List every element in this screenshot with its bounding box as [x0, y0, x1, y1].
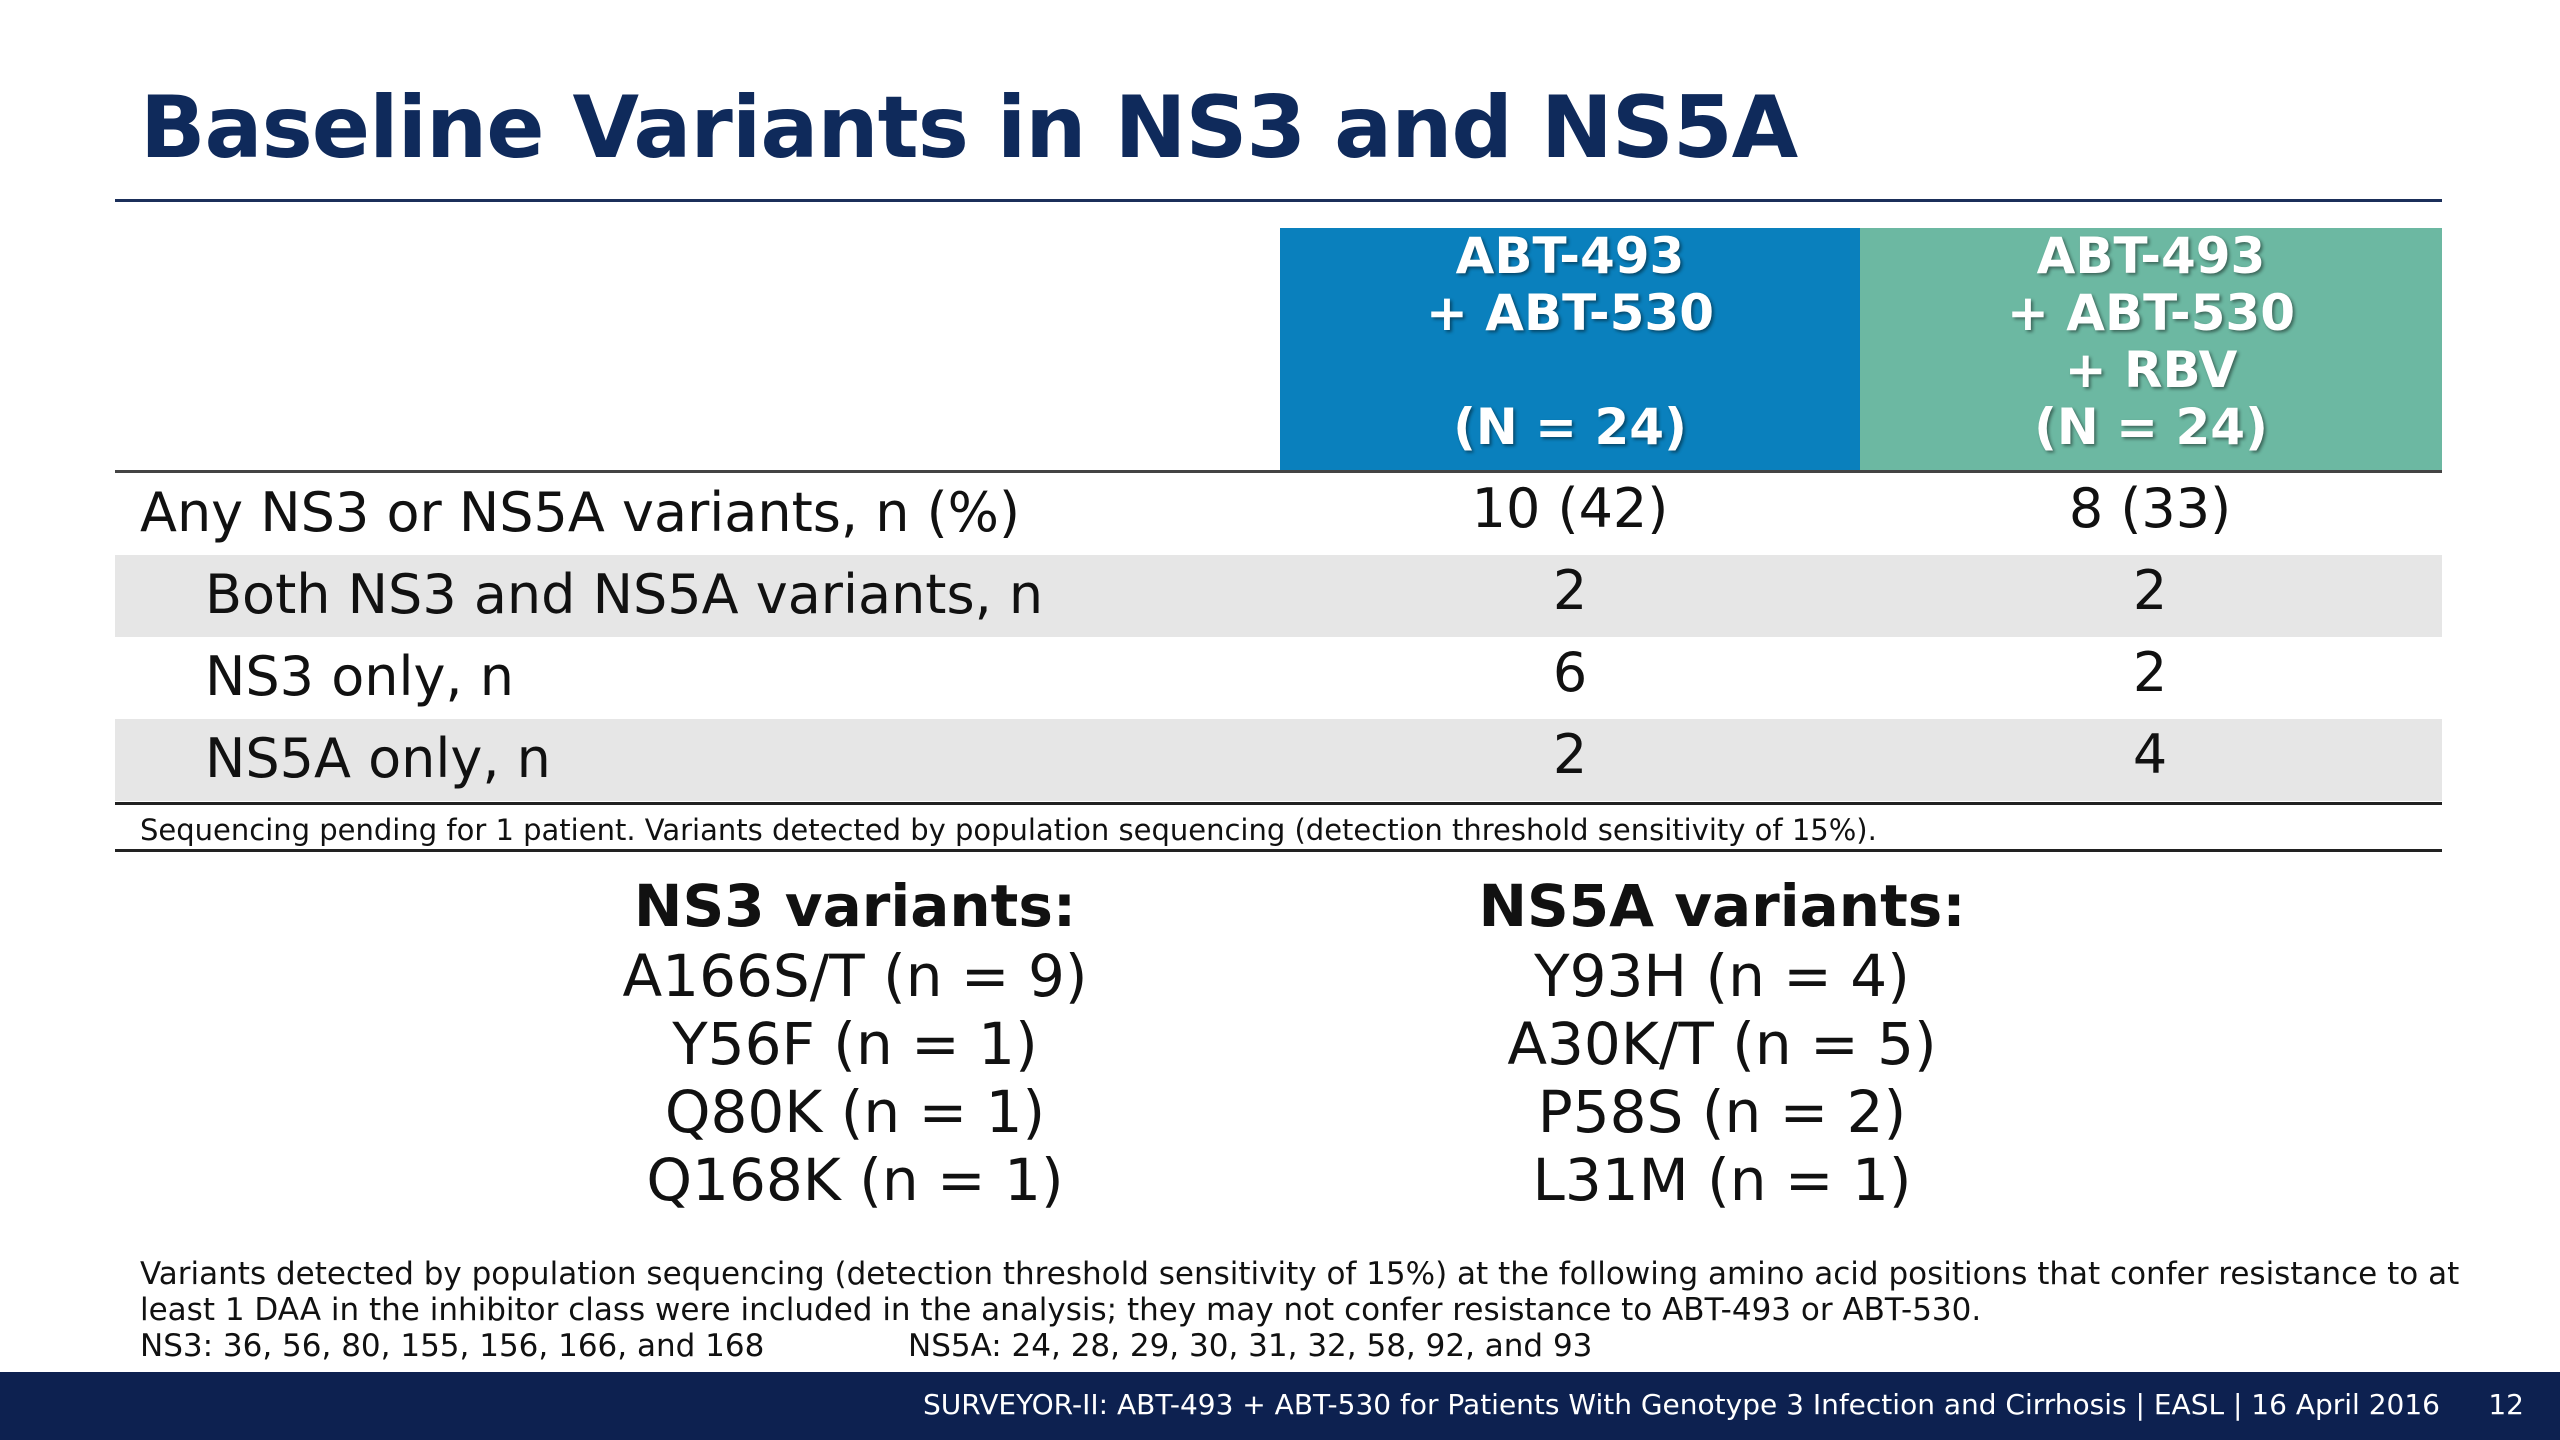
list-item: P58S (n = 2) [1537, 1078, 1907, 1146]
page-number: 12 [2488, 1388, 2524, 1421]
column-header-abt493-abt530: ABT-493 + ABT-530 (N = 24) [1280, 228, 1860, 471]
footnote-ns3-positions: NS3: 36, 56, 80, 155, 156, 166, and 168 [140, 1328, 765, 1364]
column-header-line [1280, 342, 1860, 399]
column-header-line: ABT-493 [2036, 227, 2266, 285]
slide-title: Baseline Variants in NS3 and NS5A [140, 78, 1798, 178]
column-header-line: + ABT-530 [1426, 284, 1714, 342]
table-row: NS5A only, n 2 4 [115, 719, 2442, 801]
list-item: Q168K (n = 1) [646, 1146, 1064, 1214]
footer-bar: SURVEYOR-II: ABT-493 + ABT-530 for Patie… [0, 1372, 2560, 1440]
column-header-line: ABT-493 [1455, 227, 1685, 285]
row-label: Both NS3 and NS5A variants, n [205, 563, 1044, 626]
table-header-divider [115, 470, 2442, 473]
list-item: L31M (n = 1) [1532, 1146, 1912, 1214]
ns5a-variants-heading: NS5A variants: [1478, 872, 1966, 940]
row-value-col1: 2 [1552, 559, 1588, 622]
row-label: NS5A only, n [205, 727, 551, 790]
row-value-col2: 8 (33) [2068, 477, 2232, 540]
footnote-line: Variants detected by population sequenci… [140, 1256, 2460, 1292]
row-label: NS3 only, n [205, 645, 514, 708]
title-divider [115, 199, 2442, 202]
row-value-col2: 2 [2132, 559, 2168, 622]
table-row: Both NS3 and NS5A variants, n 2 2 [115, 555, 2442, 637]
row-value-col2: 2 [2132, 641, 2168, 704]
ns5a-variants-list: NS5A variants: Y93H (n = 4) A30K/T (n = … [1372, 870, 2072, 1214]
footnote-ns5a-positions: NS5A: 24, 28, 29, 30, 31, 32, 58, 92, an… [908, 1328, 1593, 1364]
row-value-col1: 10 (42) [1471, 477, 1669, 540]
column-header-line: + ABT-530 [2007, 284, 2295, 342]
table-bottom-divider [115, 802, 2442, 805]
row-label: Any NS3 or NS5A variants, n (%) [140, 481, 1021, 544]
footnote-line: least 1 DAA in the inhibitor class were … [140, 1292, 1982, 1328]
ns3-variants-list: NS3 variants: A166S/T (n = 9) Y56F (n = … [505, 870, 1205, 1214]
list-item: Y93H (n = 4) [1534, 942, 1910, 1010]
note-divider [115, 849, 2442, 852]
row-value-col1: 2 [1552, 723, 1588, 786]
row-value-col2: 4 [2132, 723, 2168, 786]
table-note: Sequencing pending for 1 patient. Varian… [140, 813, 1877, 847]
column-header-line: (N = 24) [1453, 398, 1687, 456]
column-header-abt493-abt530-rbv: ABT-493 + ABT-530 + RBV (N = 24) [1860, 228, 2442, 471]
list-item: Q80K (n = 1) [664, 1078, 1046, 1146]
column-header-line: + RBV [2064, 341, 2238, 399]
footer-citation: SURVEYOR-II: ABT-493 + ABT-530 for Patie… [923, 1388, 2440, 1421]
list-item: Y56F (n = 1) [672, 1010, 1038, 1078]
list-item: A30K/T (n = 5) [1507, 1010, 1937, 1078]
ns3-variants-heading: NS3 variants: [633, 872, 1077, 940]
list-item: A166S/T (n = 9) [622, 942, 1088, 1010]
table-row: Any NS3 or NS5A variants, n (%) 10 (42) … [115, 473, 2442, 555]
column-header-line: (N = 24) [2034, 398, 2268, 456]
table-row: NS3 only, n 6 2 [115, 637, 2442, 719]
row-value-col1: 6 [1552, 641, 1588, 704]
